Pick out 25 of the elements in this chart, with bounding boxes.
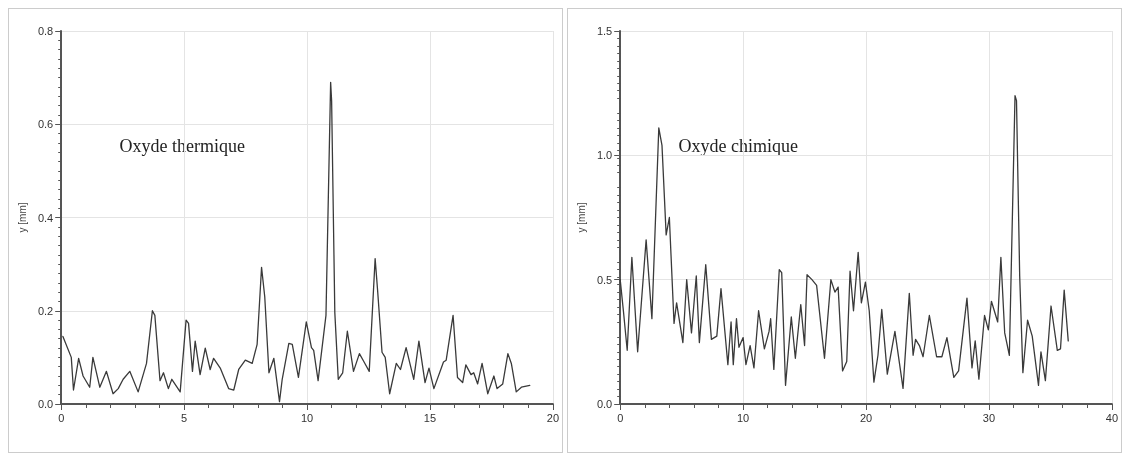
line-series [62,81,531,403]
y-tick-label: 0.6 [37,118,54,131]
x-tick-label: 0 [617,411,624,424]
y-axis-title: y [mm] [16,202,28,233]
x-tick-label: 0 [58,411,65,424]
y-axis-title: y [mm] [575,202,587,233]
y-tick-label: 0.8 [37,25,54,37]
annotation: Oxyde thermique [119,136,246,156]
x-tick-label: 20 [546,411,560,424]
x-tick-label: 15 [423,411,437,424]
y-tick-label: 1.5 [596,25,613,37]
y-tick-label: 0.0 [596,398,613,410]
x-tick-label: 40 [1105,411,1119,424]
y-tick-label: 0.5 [596,273,613,286]
line-series [619,95,1069,389]
y-tick-label: 0.0 [37,398,54,410]
x-tick-label: 10 [300,411,314,424]
x-tick-label: 10 [736,411,750,424]
y-tick-label: 1.0 [596,149,613,162]
x-tick-label: 5 [181,411,188,424]
x-tick-label: 30 [982,411,996,424]
y-tick-label: 0.2 [37,304,54,317]
annotation: Oxyde chimique [678,136,799,156]
x-tick-label: 20 [859,411,873,424]
y-tick-label: 0.4 [37,211,54,224]
